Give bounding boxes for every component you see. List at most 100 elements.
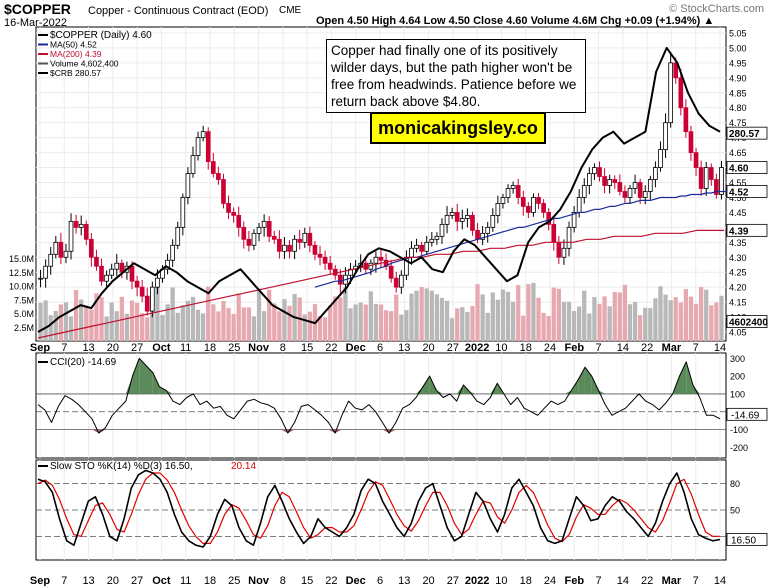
commentary-box: Copper had finally one of its positively… [326, 39, 586, 113]
volume-bar [119, 296, 124, 341]
candle-body [622, 191, 628, 198]
sto-d-line [37, 472, 721, 545]
price-tick-label: 4.35 [729, 238, 747, 248]
candle-body [663, 122, 668, 151]
candle-body [170, 244, 175, 261]
chart-date: 16-Mar-2022 [4, 17, 67, 29]
volume-bar [541, 312, 546, 341]
x-tick-label: 7 [596, 342, 602, 354]
candle-body [526, 206, 531, 213]
x-tick-label-bottom: 22 [641, 575, 653, 586]
sto-tag-label: 16.50 [731, 535, 756, 546]
volume-bar [145, 317, 150, 341]
volume-bar [84, 305, 89, 341]
volume-bar [516, 285, 521, 341]
candle-body [231, 212, 236, 216]
volume-bar [693, 303, 699, 341]
candle-body [414, 244, 419, 249]
volume-bar [414, 290, 419, 341]
price-tick-label: 4.75 [729, 118, 747, 128]
x-tick-label: 6 [377, 342, 383, 354]
candle-body [602, 176, 607, 186]
x-tick-label: Sep [30, 342, 50, 354]
x-tick-label-bottom: 8 [280, 575, 286, 586]
x-tick-label-bottom: 18 [520, 575, 532, 586]
x-tick-label: 24 [544, 342, 556, 354]
volume-bar [129, 300, 135, 341]
candle-body [398, 274, 404, 288]
volume-bar [668, 300, 673, 341]
sto-k-line [37, 469, 721, 548]
x-tick-label: 13 [398, 342, 410, 354]
candle-body [459, 217, 465, 222]
volume-bar [38, 302, 43, 341]
legend-volume: Volume 4,602,400 [50, 59, 119, 69]
volume-bar [444, 300, 450, 341]
candle-body [180, 197, 186, 228]
cci-fill [146, 365, 153, 394]
volume-bar [180, 305, 185, 341]
candle-body [322, 256, 328, 264]
volume-bar [607, 306, 612, 341]
candle-body [698, 167, 704, 189]
x-tick-label-bottom: 14 [617, 575, 629, 586]
sto-tick-label: 50 [730, 506, 740, 516]
volume-bar [328, 305, 333, 341]
candle-body [566, 226, 572, 249]
volume-bar [429, 290, 434, 341]
candle-body [678, 77, 684, 109]
x-tick-label-bottom: Mar [662, 575, 682, 586]
candle-body [454, 212, 460, 222]
price-tick-label: 4.30 [729, 253, 747, 263]
candle-body [647, 179, 653, 192]
candle-body [292, 238, 297, 252]
cci-tick-label: 100 [730, 389, 745, 399]
volume-bar [577, 306, 582, 341]
candle-body [48, 253, 54, 267]
candle-body [597, 167, 602, 177]
candle-body [251, 232, 257, 246]
volume-bar [399, 314, 404, 341]
candle-body [317, 253, 323, 258]
candle-body [627, 188, 633, 198]
candle-body [617, 182, 623, 192]
candle-body [556, 241, 562, 258]
price-tick-label: 5.05 [729, 28, 747, 38]
sto-legend: Slow STO %K(14) %D(3) 16.50, [50, 461, 193, 472]
volume-bar [195, 309, 201, 341]
candle-body [104, 274, 109, 282]
volume-bar [592, 296, 597, 341]
volume-bar [643, 307, 648, 341]
candle-body [612, 179, 618, 183]
volume-bar [419, 287, 424, 341]
x-tick-label-bottom: 20 [107, 575, 119, 586]
volume-bar [505, 291, 511, 341]
price-tag-box [726, 185, 768, 198]
chart-ticker: $COPPER [4, 1, 71, 17]
cci-line [37, 357, 721, 434]
candle-body [587, 173, 592, 186]
x-tick-label-bottom: 27 [447, 575, 459, 586]
volume-bar [48, 315, 53, 341]
candle-body [221, 179, 226, 204]
volume-bar [597, 303, 602, 341]
x-tick-label-bottom: 13 [398, 575, 410, 586]
volume-bar [68, 316, 74, 341]
candle-body [475, 229, 480, 240]
candle-body [205, 131, 211, 162]
volume-bar [556, 288, 561, 341]
candle-body [485, 226, 491, 234]
price-tick-label: 5.00 [729, 43, 747, 53]
candle-body [495, 203, 501, 216]
price-tick-label: 4.15 [729, 298, 747, 308]
candle-body [94, 256, 99, 267]
volume-bar [561, 301, 567, 341]
volume-bar [317, 316, 323, 341]
price-tag-box [726, 161, 768, 174]
site-label: monicakingsley.co [370, 112, 546, 144]
volume-bar [663, 294, 668, 341]
candle-body [581, 185, 587, 198]
candle-body [58, 241, 64, 258]
candle-body [277, 238, 282, 252]
candle-body [531, 197, 536, 213]
